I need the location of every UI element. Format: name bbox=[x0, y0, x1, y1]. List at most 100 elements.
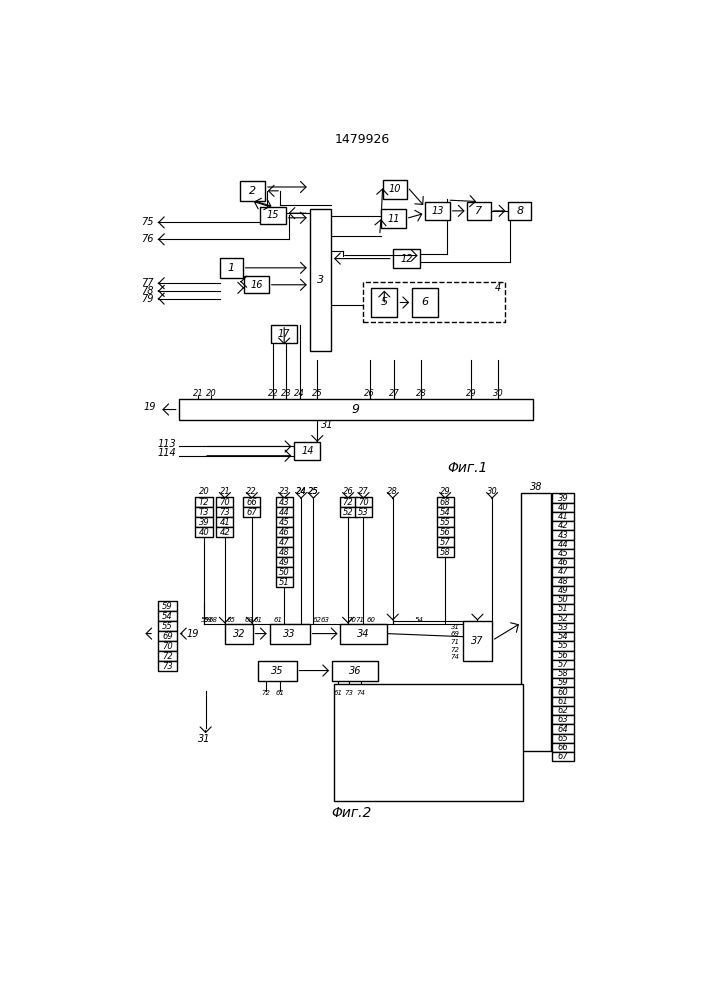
Text: 26: 26 bbox=[343, 487, 354, 496]
Text: 44: 44 bbox=[279, 508, 290, 517]
Text: 54: 54 bbox=[414, 617, 423, 624]
Text: T2: T2 bbox=[199, 498, 209, 507]
Bar bbox=[552, 493, 573, 503]
Bar bbox=[216, 507, 233, 517]
Bar bbox=[552, 503, 573, 512]
Text: 13: 13 bbox=[431, 206, 444, 216]
Text: 45: 45 bbox=[279, 518, 290, 527]
Text: 17: 17 bbox=[278, 329, 291, 339]
Bar bbox=[158, 661, 177, 671]
Text: 12: 12 bbox=[400, 254, 413, 264]
Bar bbox=[437, 537, 454, 547]
Text: 72: 72 bbox=[162, 652, 173, 661]
Text: 59: 59 bbox=[162, 602, 173, 611]
Text: 75: 75 bbox=[141, 217, 153, 227]
Bar bbox=[412, 288, 438, 317]
Text: 43: 43 bbox=[558, 531, 568, 540]
Text: 59: 59 bbox=[201, 617, 210, 624]
Text: 15: 15 bbox=[267, 210, 279, 220]
Bar bbox=[437, 517, 454, 527]
Bar bbox=[552, 632, 573, 641]
Bar bbox=[244, 276, 269, 293]
Bar bbox=[339, 507, 356, 517]
Text: 38: 38 bbox=[530, 482, 542, 492]
Text: 42: 42 bbox=[558, 521, 568, 530]
Bar bbox=[552, 687, 573, 697]
Text: Φиг.1: Φиг.1 bbox=[448, 461, 488, 475]
Bar bbox=[158, 641, 177, 651]
Text: 31: 31 bbox=[321, 420, 334, 430]
Bar bbox=[552, 586, 573, 595]
Bar bbox=[552, 641, 573, 651]
Text: 32: 32 bbox=[233, 629, 245, 639]
Text: 52: 52 bbox=[558, 614, 568, 623]
Text: 67: 67 bbox=[558, 752, 568, 761]
Text: 54: 54 bbox=[162, 612, 173, 621]
Text: 43: 43 bbox=[279, 498, 290, 507]
Text: 72: 72 bbox=[343, 498, 354, 507]
Text: 7: 7 bbox=[475, 206, 483, 216]
Text: 70: 70 bbox=[219, 498, 230, 507]
Text: 49: 49 bbox=[558, 586, 568, 595]
Text: 31: 31 bbox=[451, 624, 460, 630]
Bar bbox=[381, 209, 406, 228]
Text: 22: 22 bbox=[268, 389, 279, 398]
Text: 39: 39 bbox=[199, 518, 209, 527]
Text: 63: 63 bbox=[558, 715, 568, 724]
Text: 79: 79 bbox=[141, 294, 153, 304]
Bar bbox=[355, 497, 372, 507]
Bar bbox=[240, 181, 265, 201]
Text: 70: 70 bbox=[162, 642, 173, 651]
Text: 54: 54 bbox=[440, 508, 450, 517]
Text: 62: 62 bbox=[558, 706, 568, 715]
Bar bbox=[340, 624, 387, 644]
Text: 27: 27 bbox=[358, 487, 369, 496]
Text: 40: 40 bbox=[199, 528, 209, 537]
Bar bbox=[339, 497, 356, 507]
Text: 78: 78 bbox=[141, 286, 153, 296]
Bar bbox=[552, 577, 573, 586]
Text: 50: 50 bbox=[558, 595, 568, 604]
Text: 25: 25 bbox=[308, 487, 319, 496]
Text: 23: 23 bbox=[279, 487, 290, 496]
Bar bbox=[552, 715, 573, 724]
Bar bbox=[552, 558, 573, 567]
Text: 42: 42 bbox=[219, 528, 230, 537]
Text: 1: 1 bbox=[228, 263, 235, 273]
Text: 5: 5 bbox=[381, 297, 388, 307]
Text: T3: T3 bbox=[199, 508, 209, 517]
Text: 46: 46 bbox=[279, 528, 290, 537]
Bar bbox=[552, 752, 573, 761]
Text: 62: 62 bbox=[312, 617, 322, 624]
Bar bbox=[425, 202, 450, 220]
Bar bbox=[437, 507, 454, 517]
Bar bbox=[271, 325, 297, 343]
Text: 39: 39 bbox=[558, 494, 568, 503]
Bar bbox=[158, 651, 177, 661]
Text: 16: 16 bbox=[250, 280, 263, 290]
Bar bbox=[276, 527, 293, 537]
Text: 47: 47 bbox=[558, 567, 568, 576]
Text: 48: 48 bbox=[279, 548, 290, 557]
Bar bbox=[552, 706, 573, 715]
Text: 19: 19 bbox=[187, 629, 199, 639]
Text: 24: 24 bbox=[296, 487, 307, 496]
Bar bbox=[276, 547, 293, 557]
Bar bbox=[258, 661, 296, 681]
Text: 1479926: 1479926 bbox=[334, 133, 390, 146]
Bar bbox=[463, 620, 492, 661]
Bar bbox=[195, 497, 214, 507]
Text: 45: 45 bbox=[558, 549, 568, 558]
Bar bbox=[243, 497, 260, 507]
Text: 25: 25 bbox=[308, 487, 319, 496]
Bar bbox=[195, 507, 214, 517]
Bar bbox=[552, 614, 573, 623]
Bar bbox=[552, 521, 573, 530]
Text: 53: 53 bbox=[358, 508, 369, 517]
Text: 6: 6 bbox=[421, 297, 428, 307]
Bar bbox=[552, 660, 573, 669]
Text: 57: 57 bbox=[558, 660, 568, 669]
Text: 41: 41 bbox=[219, 518, 230, 527]
Text: 55: 55 bbox=[440, 518, 450, 527]
Bar bbox=[552, 567, 573, 577]
